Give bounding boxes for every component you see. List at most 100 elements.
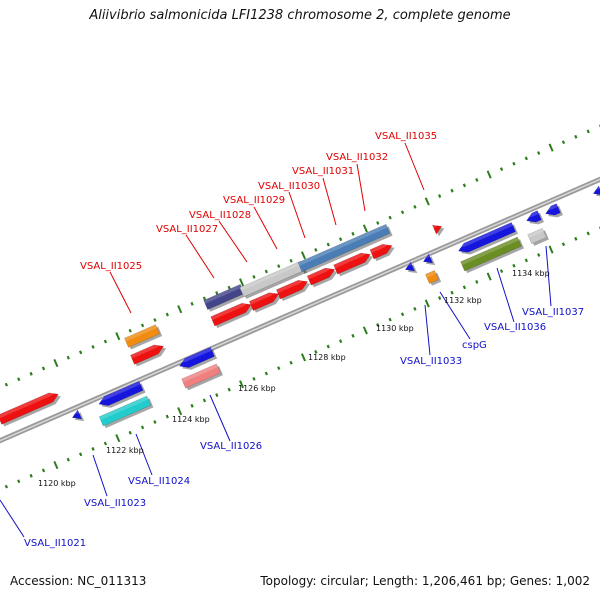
- gene-vsal-ii1030-highlight: [307, 266, 334, 280]
- gene-label-vsal-ii1031[interactable]: VSAL_II1031: [292, 166, 354, 177]
- gene-label-vsal-ii1030[interactable]: VSAL_II1030: [258, 181, 320, 192]
- inner-tick: [424, 299, 430, 308]
- gene-vsal-ii1022-highlight: [71, 409, 80, 415]
- inner-tick: [561, 242, 566, 247]
- inner-tick: [140, 425, 145, 430]
- gene-label-vsal-ii1035[interactable]: VSAL_II1035: [375, 131, 437, 142]
- gene-label-vsal-ii1026[interactable]: VSAL_II1026: [200, 441, 262, 452]
- outer-tick: [190, 301, 194, 306]
- inner-tick: [512, 263, 516, 268]
- gene-vsal-ii1027-box: [203, 284, 247, 312]
- gene-vsal-ii1021-fwd-highlight: [0, 391, 58, 419]
- gene-label-cspg[interactable]: cspG: [462, 340, 487, 351]
- gene-label-vsal-ii1027[interactable]: VSAL_II1027: [156, 224, 218, 235]
- inner-tick: [103, 441, 108, 446]
- outer-tick: [351, 231, 355, 236]
- gene-vsal-ii1021-fwd-body: [0, 392, 59, 425]
- inner-tick: [499, 269, 504, 274]
- inner-tick: [475, 280, 479, 284]
- gene-vsal-ii1026b-body: [178, 346, 215, 368]
- outer-tick: [475, 178, 479, 182]
- gene-label-vsal-ii1029[interactable]: VSAL_II1029: [223, 195, 285, 206]
- leader-line: [439, 291, 471, 340]
- outer-tick: [362, 224, 368, 233]
- gene-label-vsal-ii1033[interactable]: VSAL_II1033: [400, 356, 462, 367]
- outer-tick: [314, 248, 318, 252]
- outer-tick: [239, 278, 245, 287]
- outer-tick: [561, 140, 566, 145]
- gene-cspg-body: [425, 270, 439, 284]
- outer-tick: [548, 143, 554, 152]
- gene-vsal-ii1029-highlight: [276, 278, 307, 294]
- outer-tick: [177, 305, 183, 314]
- gene-label-vsal-ii1025[interactable]: VSAL_II1025: [80, 261, 142, 272]
- outer-tick: [574, 134, 578, 139]
- outer-tick: [277, 264, 281, 269]
- outer-tick: [128, 328, 132, 333]
- outer-tick: [438, 194, 442, 198]
- backbone: [0, 176, 600, 444]
- gene-vsal-ii1038: [544, 203, 563, 218]
- outer-tick: [66, 355, 70, 360]
- gene-features: [0, 185, 600, 429]
- gene-label-vsal-ii1037[interactable]: VSAL_II1037: [522, 307, 584, 318]
- outer-tick: [413, 204, 417, 209]
- inner-tick: [574, 236, 578, 241]
- outer-tick: [215, 291, 219, 295]
- inner-tick: [351, 333, 355, 338]
- leader-line: [0, 499, 25, 538]
- gene-vsal-ii1031-highlight: [333, 251, 370, 269]
- gene-vsal-ii1034-highlight: [422, 253, 431, 259]
- genome-map: 1120 kbp 1122 kbp 1124 kbp 1126 kbp 1128…: [0, 124, 600, 549]
- inner-tick: [524, 258, 528, 263]
- leader-line: [135, 433, 153, 476]
- gene-vsal-ii1023: [97, 380, 146, 408]
- gene-vsal-ii1029-box-highlight: [239, 261, 302, 291]
- inner-tick: [450, 290, 454, 295]
- gene-vsal-ii1034: [422, 253, 436, 266]
- leader-line: [185, 234, 215, 279]
- gene-vsal-ii1026-highlight: [181, 363, 218, 383]
- gene-vsal-ii1028: [248, 291, 282, 313]
- gene-vsal-ii1027: [210, 301, 254, 329]
- inner-tick: [4, 484, 9, 489]
- gene-label-vsal-ii1023[interactable]: VSAL_II1023: [84, 498, 146, 509]
- gene-vsal-ii1028-body: [248, 292, 280, 311]
- gene-label-vsal-ii1021[interactable]: VSAL_II1021: [24, 538, 86, 549]
- inner-tick: [338, 339, 343, 344]
- reverse-gene-labels: VSAL_II1021 VSAL_II1023 VSAL_II1024 VSAL…: [24, 307, 584, 549]
- outer-tick: [115, 332, 121, 341]
- gene-vsal-ii1021-fwd: [0, 391, 61, 427]
- outer-tick: [41, 366, 46, 371]
- gene-vsal-ii1039-body: [592, 185, 600, 196]
- gene-vsal-ii1035-highlight: [432, 223, 441, 229]
- gene-vsal-ii1032-highlight: [369, 242, 391, 254]
- inner-tick: [115, 434, 121, 443]
- map-title: Aliivibrio salmonicida LFI1238 chromosom…: [89, 8, 511, 23]
- outer-tick: [264, 269, 268, 274]
- gene-vsal-ii1031: [333, 251, 373, 277]
- gene-label-vsal-ii1036[interactable]: VSAL_II1036: [484, 322, 546, 333]
- gene-vsal-ii1026-body: [181, 363, 221, 389]
- outer-tick: [462, 183, 467, 188]
- inner-tick: [264, 371, 268, 376]
- kbp-label-1126: 1126 kbp: [238, 384, 276, 393]
- gene-label-vsal-ii1024[interactable]: VSAL_II1024: [128, 476, 190, 487]
- leader-line: [209, 394, 231, 442]
- inner-tick-track: [4, 226, 600, 489]
- gene-vsal-ii1037b: [525, 210, 544, 225]
- gene-vsal-ii1027-highlight: [210, 301, 250, 321]
- outer-tick: [524, 156, 528, 161]
- kbp-label-1128: 1128 kbp: [308, 353, 346, 362]
- outer-tick: [486, 170, 492, 179]
- inner-tick: [548, 245, 554, 254]
- gene-vsal-ii1031-box: [297, 223, 393, 274]
- inner-tick: [289, 360, 293, 365]
- gene-label-vsal-ii1032[interactable]: VSAL_II1032: [326, 152, 388, 163]
- leader-line: [109, 271, 132, 314]
- leader-line: [496, 267, 515, 323]
- outer-tick: [140, 323, 145, 328]
- gene-label-vsal-ii1028[interactable]: VSAL_II1028: [189, 210, 251, 221]
- inner-tick: [29, 473, 33, 478]
- genome-summary-text: Topology: circular; Length: 1,206,461 bp…: [260, 574, 590, 588]
